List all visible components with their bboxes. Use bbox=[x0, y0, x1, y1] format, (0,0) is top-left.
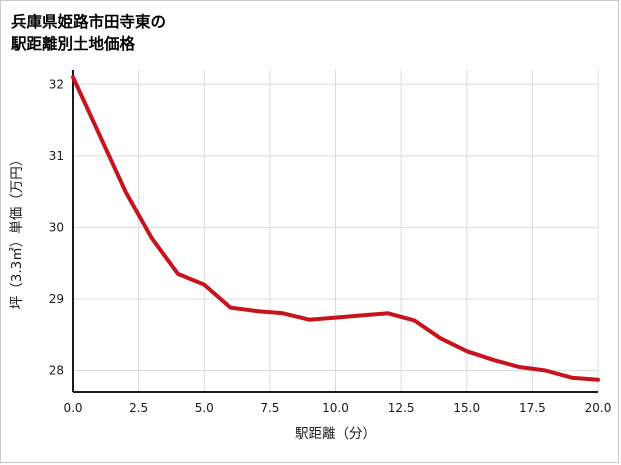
x-tick-label: 0.0 bbox=[63, 401, 82, 415]
x-tick-label: 12.5 bbox=[388, 401, 415, 415]
y-axis-label: 坪（3.3㎡）単価（万円） bbox=[9, 153, 25, 309]
x-tick-label: 10.0 bbox=[322, 401, 349, 415]
line-chart: 0.0 2.5 5.0 7.5 10.0 12.5 15.0 17.5 20.0 28 29 30 31… bbox=[9, 69, 612, 442]
chart-title: 兵庫県姫路市田寺東の 駅距離別土地価格 bbox=[1, 1, 618, 56]
axes bbox=[72, 69, 598, 393]
x-tick-label: 15.0 bbox=[453, 401, 480, 415]
y-tick-label: 28 bbox=[49, 363, 64, 377]
x-tick-label: 17.5 bbox=[519, 401, 546, 415]
x-tick-label: 20.0 bbox=[585, 401, 612, 415]
x-tick-label: 2.5 bbox=[129, 401, 148, 415]
y-tick-label: 30 bbox=[49, 220, 64, 234]
x-axis-label: 駅距離（分） bbox=[295, 426, 376, 442]
y-tick-label: 31 bbox=[49, 149, 64, 163]
chart-title-line1: 兵庫県姫路市田寺東の bbox=[11, 13, 167, 31]
tick-labels: 0.0 2.5 5.0 7.5 10.0 12.5 15.0 17.5 20.0 28 29 30 31… bbox=[49, 77, 612, 415]
gridlines bbox=[72, 69, 599, 392]
y-tick-label: 32 bbox=[49, 77, 64, 91]
x-tick-label: 5.0 bbox=[195, 401, 214, 415]
y-tick-label: 29 bbox=[49, 292, 64, 306]
price-line-series bbox=[71, 75, 600, 382]
chart-title-line2: 駅距離別土地価格 bbox=[11, 35, 136, 54]
x-tick-label: 7.5 bbox=[260, 401, 279, 415]
